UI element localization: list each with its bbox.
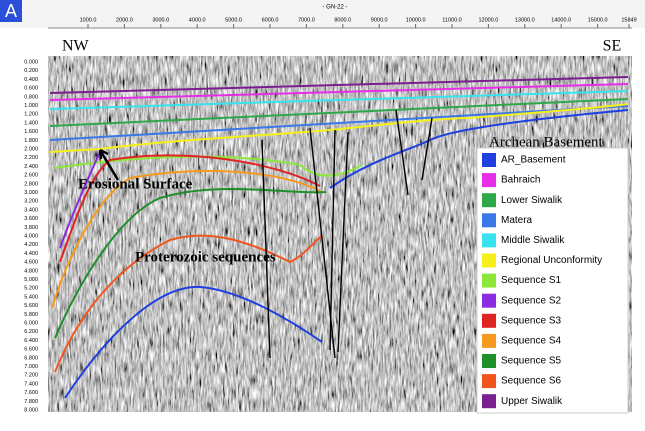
top-tick-label: 12000.0 [478, 17, 498, 23]
legend-swatch [482, 193, 496, 207]
legend-label: Sequence S5 [501, 356, 561, 367]
top-tick-label: 6000.0 [262, 17, 279, 23]
legend-swatch [482, 354, 496, 368]
top-tick-label: 5000.0 [225, 17, 242, 23]
left-tick-label: 0.800 [24, 94, 38, 100]
legend-swatch [482, 294, 496, 308]
left-tick-label: 0.600 [24, 86, 38, 92]
section-label: - GN-22 - [322, 5, 347, 11]
legend-label: Regional Unconformity [501, 255, 602, 266]
left-tick-label: 5.000 [24, 277, 38, 283]
legend-label: Sequence S3 [501, 315, 561, 326]
left-tick-label: 5.200 [24, 286, 38, 292]
left-tick-label: 3.600 [24, 216, 38, 222]
left-tick-label: 2.200 [24, 155, 38, 161]
left-tick-label: 2.000 [24, 146, 38, 152]
top-tick-label: 9000.0 [371, 17, 388, 23]
legend-swatch [482, 213, 496, 227]
left-tick-label: 5.400 [24, 294, 38, 300]
top-tick-label: 4000.0 [189, 17, 206, 23]
legend-label: Middle Siwalik [501, 235, 565, 246]
legend-swatch [482, 314, 496, 328]
top-tick-label: 8000.0 [334, 17, 351, 23]
legend-swatch [482, 153, 496, 167]
seismic-figure: A - GN-22 - NW SE Archean Basement Erosi… [0, 0, 645, 426]
left-tick-label: 4.600 [24, 260, 38, 266]
annotation: Proterozoic sequences [135, 249, 276, 265]
left-tick-label: 3.400 [24, 207, 38, 213]
top-tick-label: 2000.0 [116, 17, 133, 23]
left-tick-label: 7.800 [24, 399, 38, 405]
legend-label: Lower Siwalik [501, 195, 563, 206]
top-tick-label: 11000.0 [442, 17, 461, 23]
left-tick-label: 3.000 [24, 190, 38, 196]
legend-label: Sequence S1 [501, 275, 561, 286]
top-tick-label: 14000.0 [551, 17, 571, 23]
top-tick-label: 15000.0 [588, 17, 608, 23]
left-tick-label: 1.200 [24, 112, 38, 118]
left-tick-label: 7.200 [24, 373, 38, 379]
legend-swatch [482, 374, 496, 388]
left-tick-label: 1.000 [24, 103, 38, 109]
legend-swatch [482, 334, 496, 348]
left-tick-label: 7.000 [24, 364, 38, 370]
left-tick-label: 7.600 [24, 390, 38, 396]
top-tick-label: 3000.0 [152, 17, 169, 23]
left-tick-label: 4.800 [24, 268, 38, 274]
left-tick-label: 2.600 [24, 173, 38, 179]
legend-label: Bahraich [501, 175, 540, 186]
left-tick-label: 6.000 [24, 320, 38, 326]
left-tick-label: 3.800 [24, 225, 38, 231]
left-tick-label: 0.200 [24, 68, 38, 74]
left-tick-label: 4.000 [24, 233, 38, 239]
legend-swatch [482, 394, 496, 408]
top-tick-label: 1000.0 [80, 17, 97, 23]
left-tick-label: 1.600 [24, 129, 38, 135]
left-tick-label: 2.800 [24, 181, 38, 187]
left-tick-label: 1.400 [24, 120, 38, 126]
legend-swatch [482, 233, 496, 247]
left-tick-label: 6.600 [24, 347, 38, 353]
top-tick-label: 7000.0 [298, 17, 315, 23]
legend-swatch [482, 173, 496, 187]
end-label: NW [62, 38, 90, 55]
legend-label: Sequence S6 [501, 376, 561, 387]
left-tick-label: 6.200 [24, 329, 38, 335]
annotation: Erosional Surface [78, 176, 193, 192]
top-tick-label: 13000.0 [515, 17, 535, 23]
legend-label: Sequence S4 [501, 336, 561, 347]
left-tick-label: 0.400 [24, 77, 38, 83]
legend-swatch [482, 254, 496, 268]
legend-label: Upper Siwalik [501, 396, 563, 407]
end-label: SE [603, 38, 622, 55]
left-tick-label: 7.400 [24, 381, 38, 387]
left-tick-label: 8.000 [24, 407, 38, 413]
left-tick-label: 2.400 [24, 164, 38, 170]
left-tick-label: 4.200 [24, 242, 38, 248]
top-tick-label: 15849 [621, 17, 636, 23]
legend-label: Sequence S2 [501, 295, 561, 306]
left-tick-label: 1.800 [24, 138, 38, 144]
left-tick-label: 3.200 [24, 199, 38, 205]
top-tick-label: 10000.0 [406, 17, 426, 23]
left-tick-label: 0.000 [24, 59, 38, 65]
left-tick-label: 5.800 [24, 312, 38, 318]
panel-label: A [5, 1, 17, 21]
left-tick-label: 4.400 [24, 251, 38, 257]
left-tick-label: 5.600 [24, 303, 38, 309]
legend-label: Matera [501, 215, 533, 226]
left-tick-label: 6.800 [24, 355, 38, 361]
left-tick-label: 6.400 [24, 338, 38, 344]
legend-label: AR_Basement [501, 155, 566, 166]
legend-swatch [482, 274, 496, 288]
